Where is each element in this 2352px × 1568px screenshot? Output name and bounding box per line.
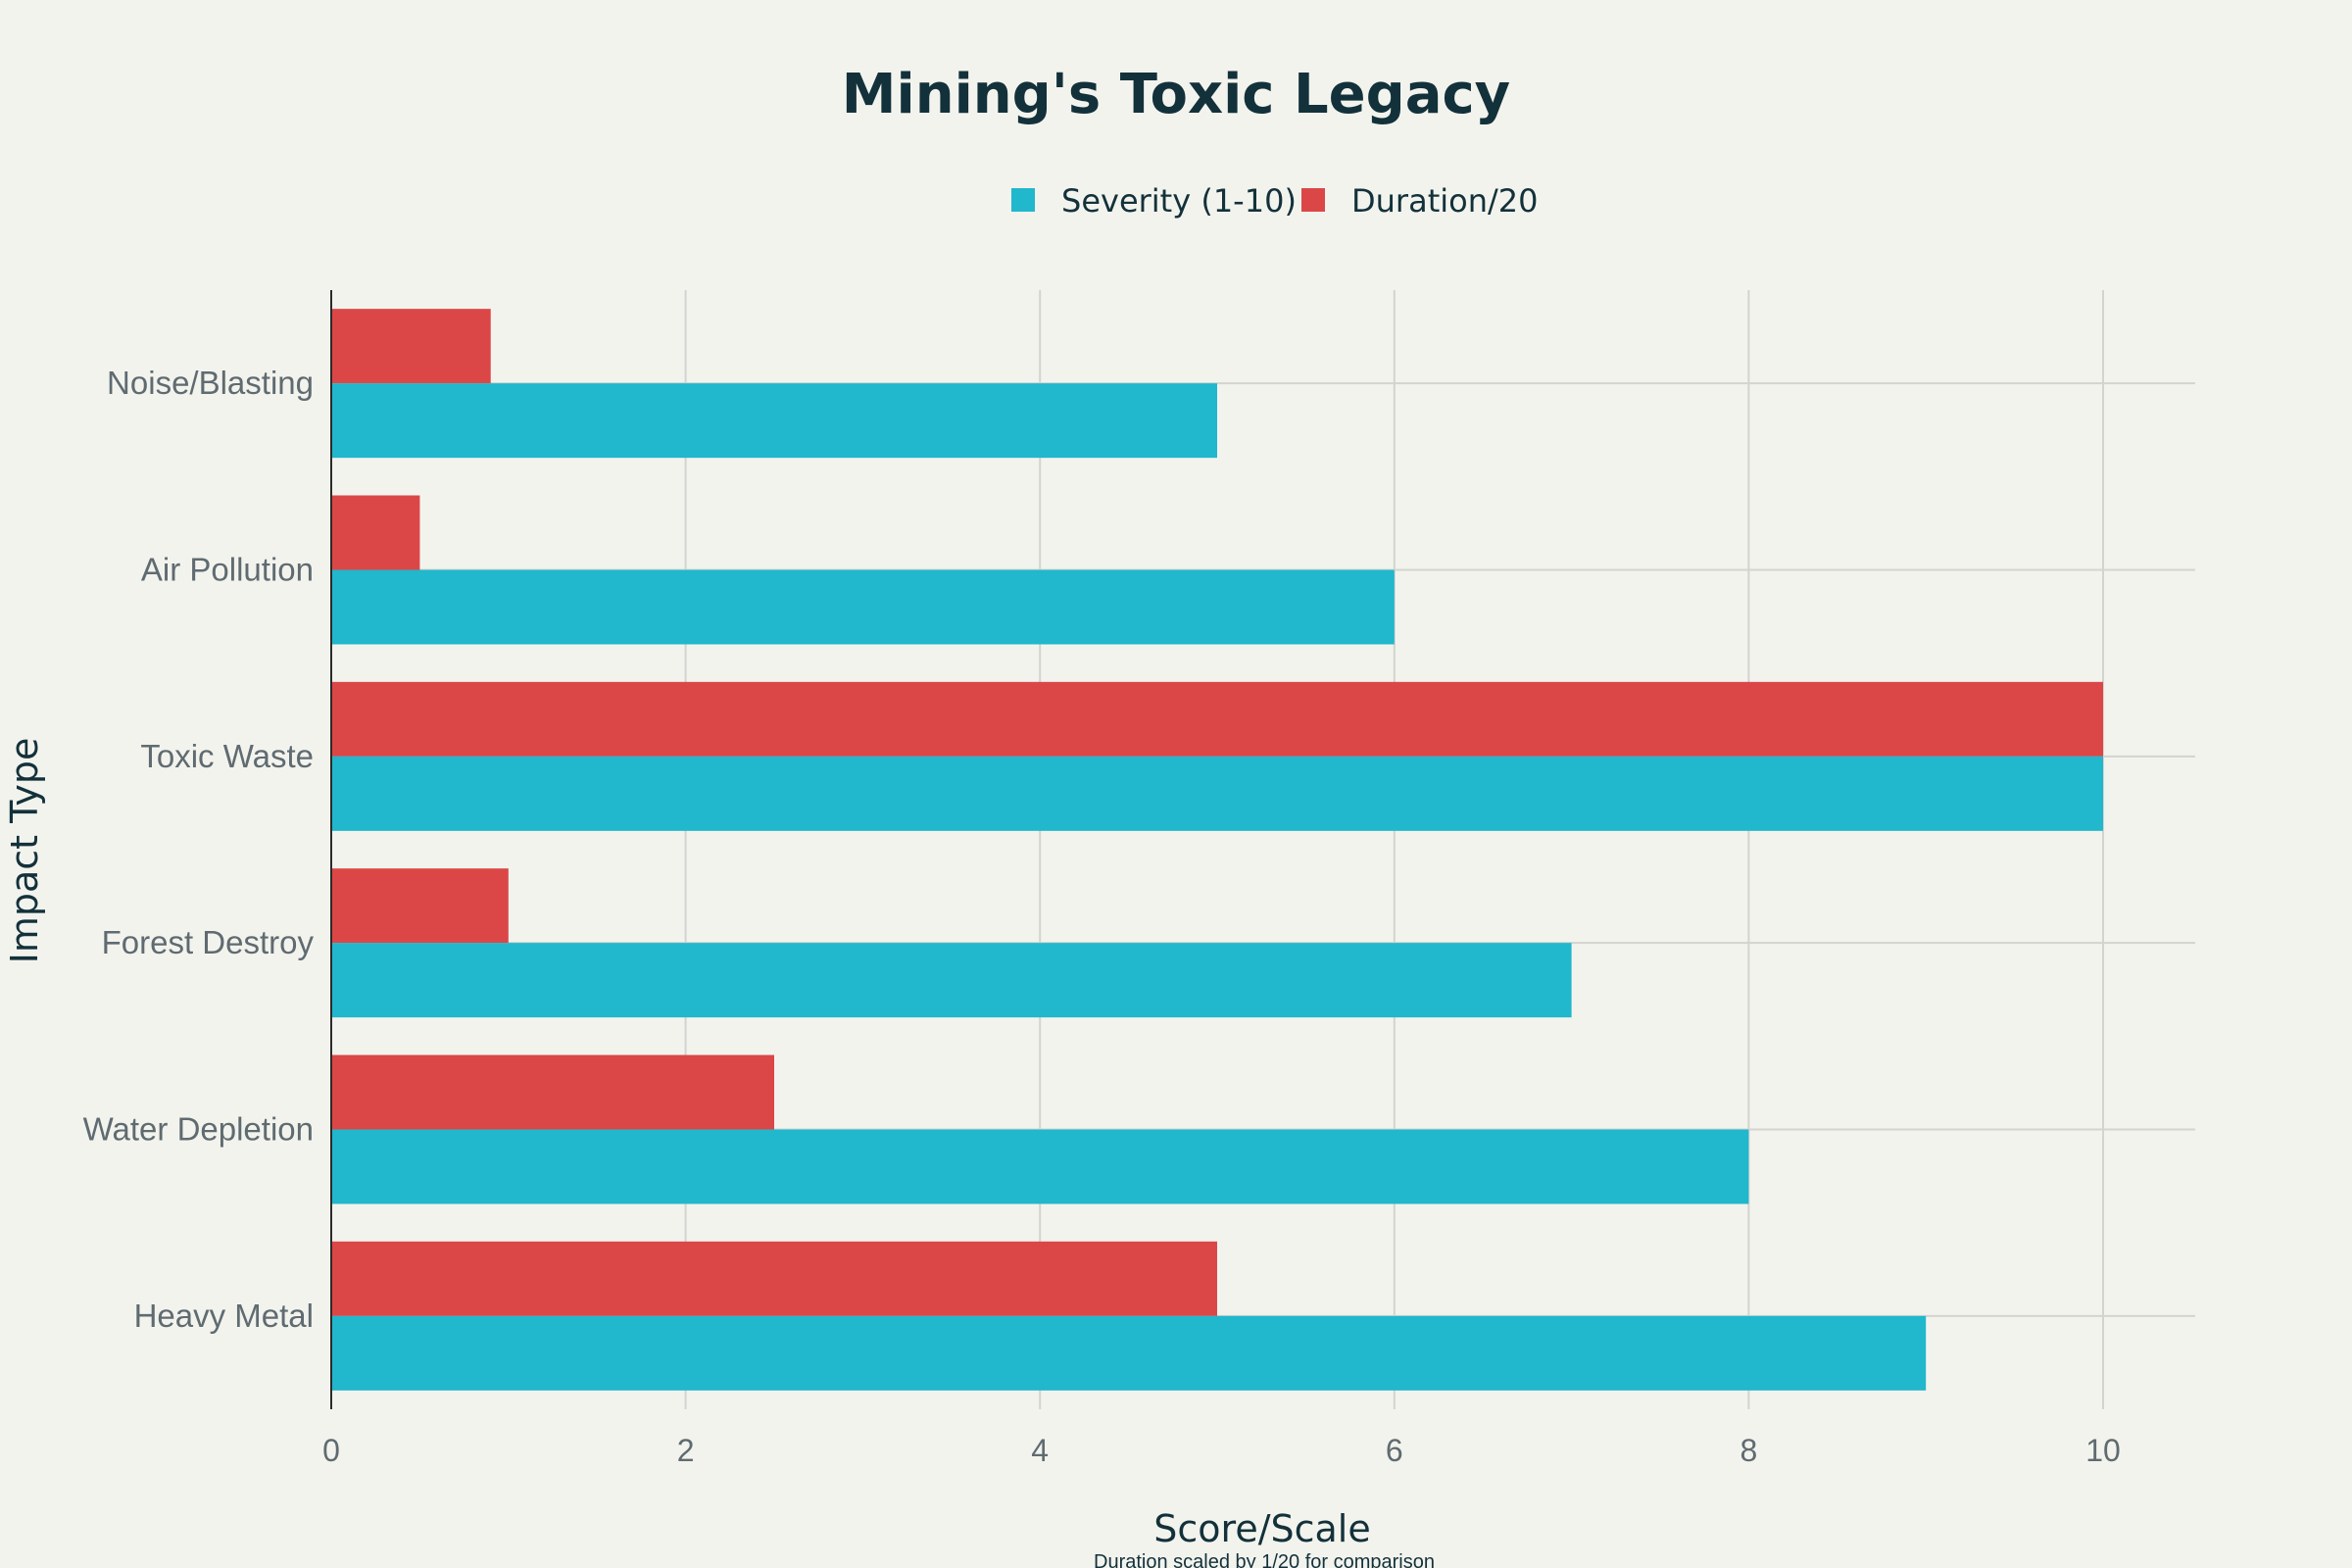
y-category-label: Water Depletion	[83, 1111, 314, 1148]
y-category-label: Forest Destroy	[102, 924, 315, 960]
y-category-labels: Heavy Metal Water Depletion Forest Destroy…	[83, 365, 315, 1334]
legend: Severity (1-10) Duration/20	[1011, 182, 1538, 220]
bar-duration	[331, 309, 491, 384]
x-tick-labels: 0 2 4 6 8 10	[322, 1433, 2121, 1468]
x-tick-label: 2	[677, 1433, 695, 1468]
x-tick-label: 0	[322, 1433, 340, 1468]
gridlines	[331, 290, 2195, 1409]
x-tick-label: 8	[1740, 1433, 1758, 1468]
legend-swatch-duration	[1301, 188, 1325, 212]
y-category-label: Heavy Metal	[134, 1298, 314, 1334]
x-tick-label: 4	[1031, 1433, 1049, 1468]
x-axis-title: Score/Scale	[1153, 1507, 1370, 1550]
bar-duration	[331, 495, 420, 570]
bar-severity	[331, 943, 1572, 1018]
y-axis-title: Impact Type	[3, 738, 46, 964]
bar-duration	[331, 681, 2103, 757]
bar-severity	[331, 569, 1395, 645]
bar-severity	[331, 756, 2103, 831]
bar-severity	[331, 1315, 1927, 1391]
bar-duration	[331, 868, 509, 944]
y-category-label: Air Pollution	[141, 552, 314, 588]
x-tick-label: 10	[2085, 1433, 2121, 1468]
legend-label-severity: Severity (1-10)	[1061, 182, 1297, 220]
bar-severity	[331, 383, 1217, 459]
chart-subtitle: Duration scaled by 1/20 for comparison	[1094, 1551, 1435, 1568]
legend-label-duration: Duration/20	[1351, 182, 1538, 220]
chart-title: Mining's Toxic Legacy	[842, 63, 1510, 126]
bar-duration	[331, 1241, 1217, 1316]
bars	[331, 309, 2103, 1391]
x-tick-label: 6	[1386, 1433, 1403, 1468]
y-category-label: Noise/Blasting	[107, 365, 314, 401]
bar-duration	[331, 1054, 774, 1130]
legend-swatch-severity	[1011, 188, 1035, 212]
bar-severity	[331, 1129, 1749, 1204]
y-category-label: Toxic Waste	[140, 738, 314, 774]
